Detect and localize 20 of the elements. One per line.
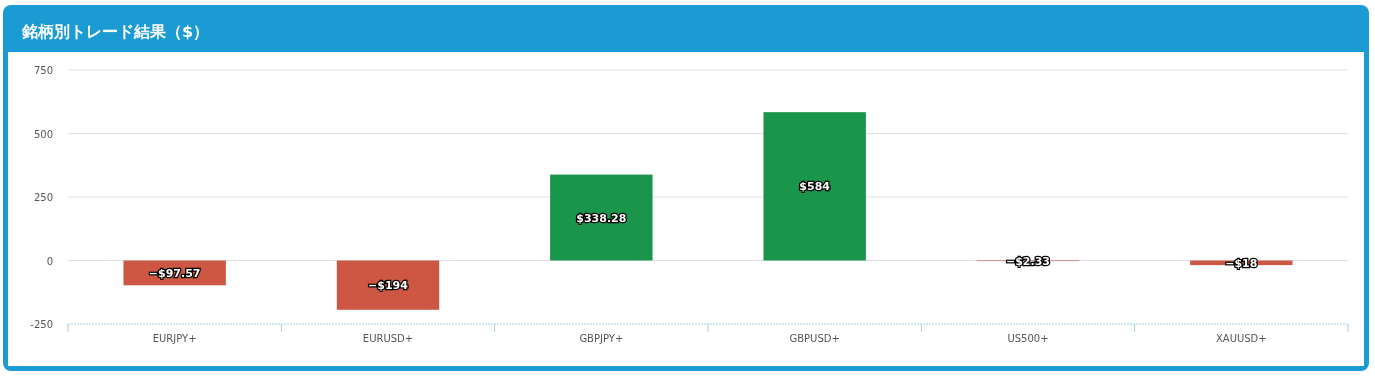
x-tick-label: US500+ (1007, 333, 1049, 344)
bar (550, 174, 653, 261)
x-tick-label: EURUSD+ (362, 333, 414, 344)
chart-title: 銘柄別トレード結果（$） (21, 22, 210, 41)
bar (763, 112, 866, 261)
y-tick-label: 750 (33, 65, 53, 76)
x-tick-label: GBPUSD+ (789, 333, 840, 344)
y-tick-label: 0 (46, 255, 53, 267)
x-tick-label: EURJPY+ (152, 333, 197, 344)
data-label: $338.28 (576, 211, 627, 225)
y-tick-label: 250 (33, 192, 53, 203)
data-label: $584 (799, 180, 831, 194)
x-tick-label: XAUUSD+ (1215, 333, 1267, 344)
data-label: −$97.57 (148, 266, 201, 280)
bar (336, 260, 440, 310)
x-tick-label: GBPJPY+ (579, 333, 624, 344)
data-label: −$2.33 (1005, 254, 1051, 268)
data-label: −$194 (368, 279, 409, 293)
y-tick-label: -250 (30, 319, 53, 330)
y-tick-label: 500 (33, 128, 53, 140)
